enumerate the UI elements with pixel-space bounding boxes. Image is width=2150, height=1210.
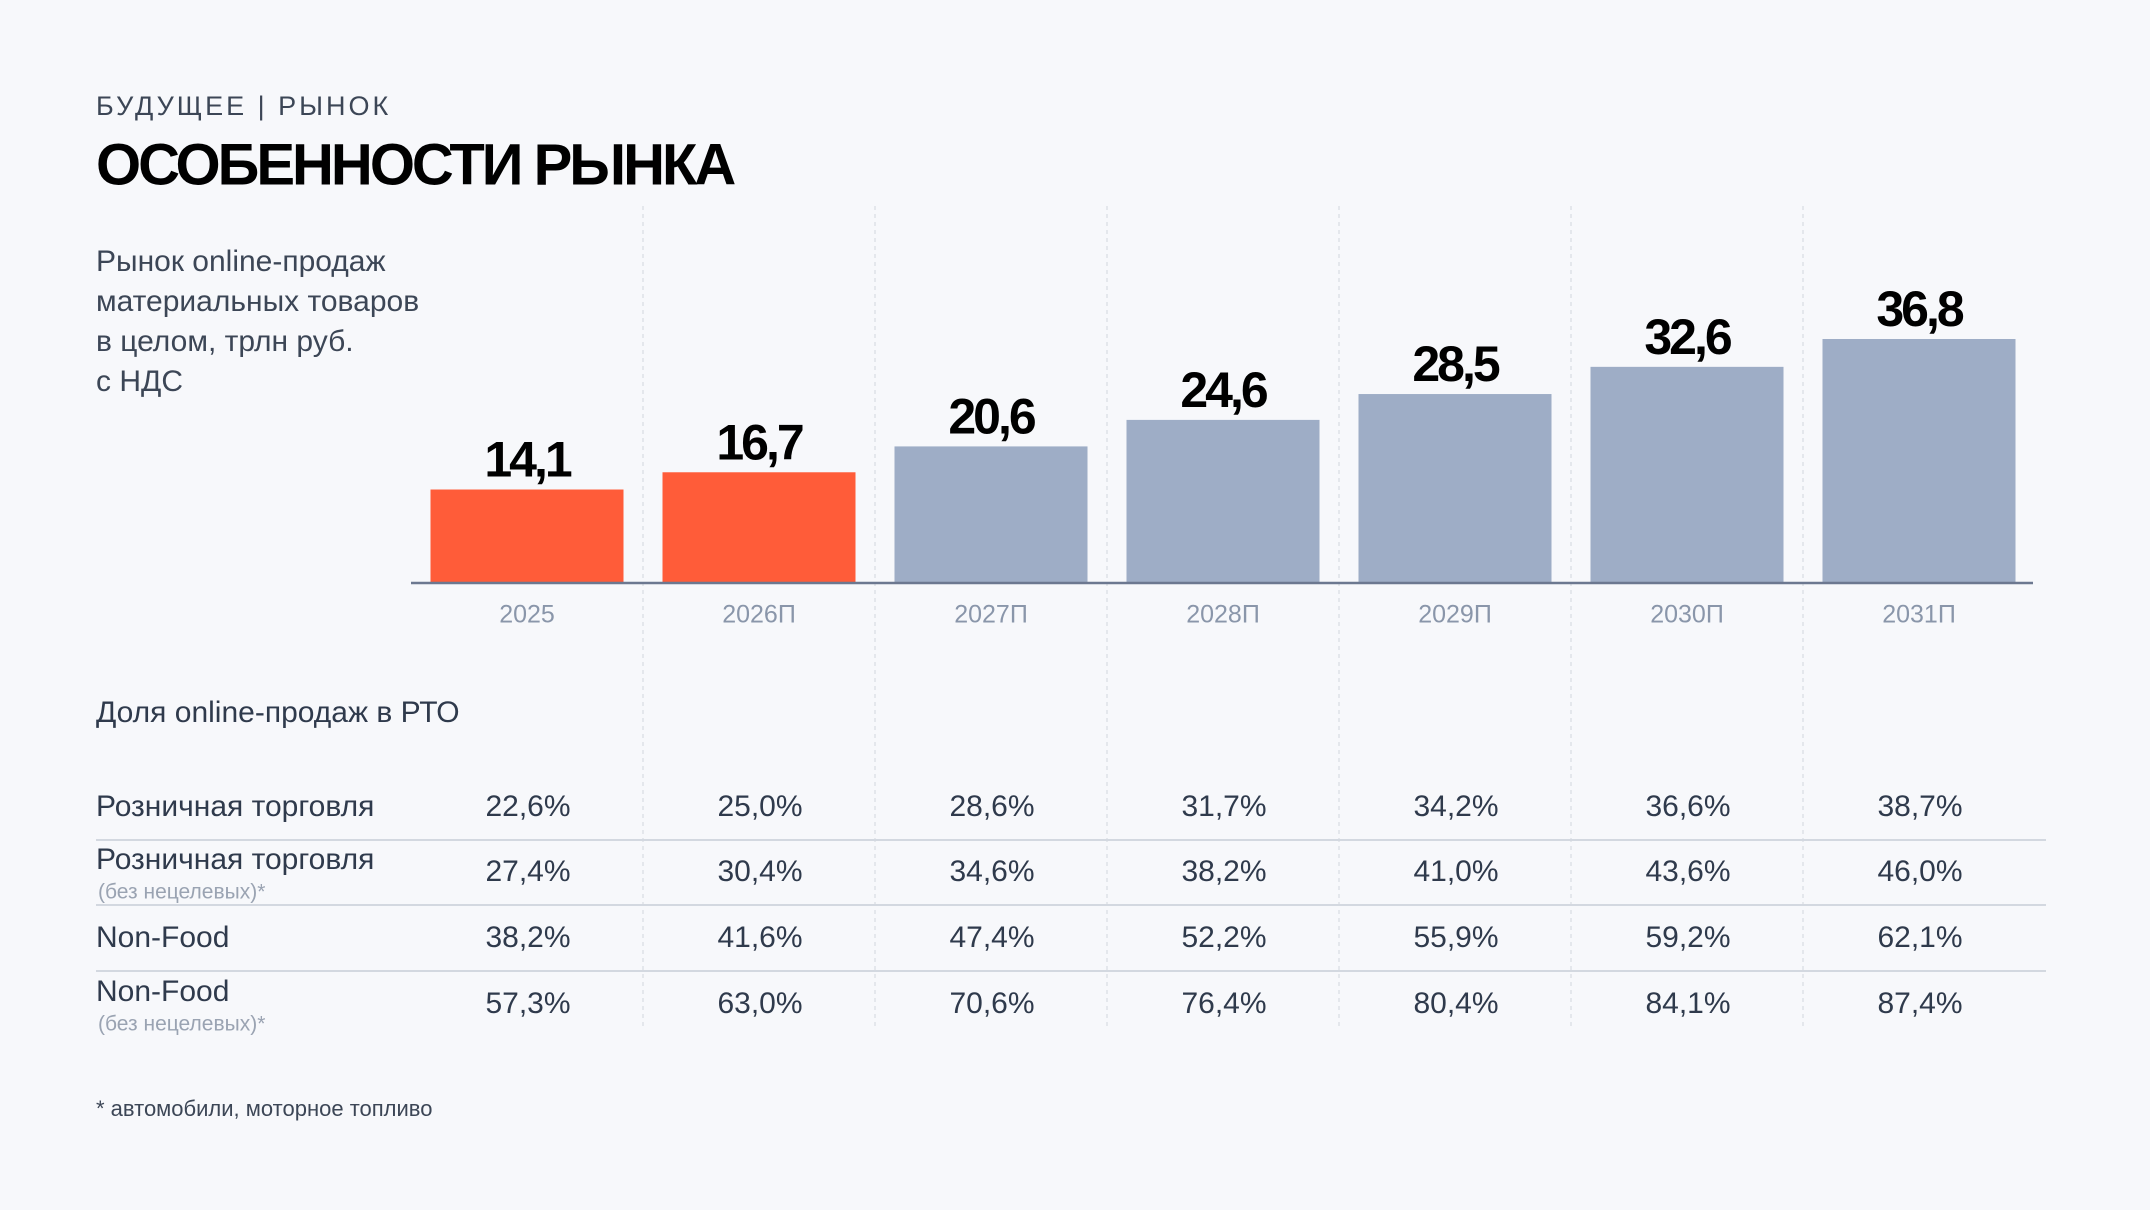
- chart-title: в целом, трлн руб.: [96, 325, 354, 358]
- table-cell: 43,6%: [1645, 855, 1730, 888]
- table-cell: 63,0%: [717, 987, 802, 1020]
- value-label: 24,6: [1180, 362, 1267, 418]
- table-cell: 27,4%: [485, 855, 570, 888]
- table-cell: 47,4%: [949, 921, 1034, 954]
- table-cell: 30,4%: [717, 855, 802, 888]
- table-cell: 34,6%: [949, 855, 1034, 888]
- table-cell: 76,4%: [1181, 987, 1266, 1020]
- table-cell: 80,4%: [1413, 987, 1498, 1020]
- footnote: * автомобили, моторное топливо: [96, 1096, 432, 1121]
- x-tick-label: 2025: [499, 601, 555, 629]
- table-cell: 38,2%: [1181, 855, 1266, 888]
- table-cell: 41,6%: [717, 921, 802, 954]
- table-cell: 46,0%: [1877, 855, 1962, 888]
- bar: [1358, 394, 1552, 583]
- bar: [1590, 366, 1784, 583]
- x-tick-label: 2027П: [954, 601, 1028, 629]
- table-title: Доля online-продаж в РТО: [96, 696, 460, 729]
- row-note: (без нецелевых)*: [98, 1013, 265, 1036]
- table-cell: 87,4%: [1877, 987, 1962, 1020]
- value-label: 36,8: [1876, 281, 1964, 337]
- x-tick-label: 2030П: [1650, 601, 1724, 629]
- table-cell: 55,9%: [1413, 921, 1498, 954]
- table-cell: 57,3%: [485, 987, 570, 1020]
- table-cell: 59,2%: [1645, 921, 1730, 954]
- x-tick-label: 2029П: [1418, 601, 1492, 629]
- row-label: Розничная торговля: [96, 790, 374, 823]
- value-label: 32,6: [1644, 309, 1731, 365]
- table-cell: 70,6%: [949, 987, 1034, 1020]
- bar: [430, 489, 624, 583]
- kicker: БУДУЩЕЕ | РЫНОК: [96, 91, 391, 121]
- bar: [1822, 339, 2016, 583]
- table-cell: 34,2%: [1413, 790, 1498, 823]
- row-label: Non-Food: [96, 921, 229, 954]
- table-cell: 22,6%: [485, 790, 570, 823]
- table-cell: 31,7%: [1181, 790, 1266, 823]
- table-cell: 36,6%: [1645, 790, 1730, 823]
- table-cell: 25,0%: [717, 790, 802, 823]
- x-tick-label: 2031П: [1882, 601, 1956, 629]
- bar: [1126, 419, 1320, 583]
- table-cell: 38,7%: [1877, 790, 1962, 823]
- x-tick-label: 2028П: [1186, 601, 1260, 629]
- table-cell: 38,2%: [485, 921, 570, 954]
- bar: [894, 446, 1088, 583]
- chart-title: Рынок online-продаж: [96, 245, 386, 278]
- table-cell: 28,6%: [949, 790, 1034, 823]
- table-cell: 41,0%: [1413, 855, 1498, 888]
- table-cell: 84,1%: [1645, 987, 1730, 1020]
- chart-title: материальных товаров: [96, 285, 419, 318]
- slide-title: ОСОБЕННОСТИ РЫНКА: [96, 132, 735, 197]
- table-cell: 52,2%: [1181, 921, 1266, 954]
- row-note: (без нецелевых)*: [98, 881, 265, 904]
- row-label: Розничная торговля: [96, 843, 374, 876]
- x-tick-label: 2026П: [722, 601, 796, 629]
- value-label: 14,1: [484, 432, 572, 488]
- value-label: 28,5: [1412, 336, 1500, 392]
- table-cell: 62,1%: [1877, 921, 1962, 954]
- row-label: Non-Food: [96, 975, 229, 1008]
- value-label: 16,7: [716, 414, 803, 470]
- bar: [662, 472, 856, 583]
- chart-title: с НДС: [96, 365, 183, 398]
- value-label: 20,6: [948, 389, 1035, 445]
